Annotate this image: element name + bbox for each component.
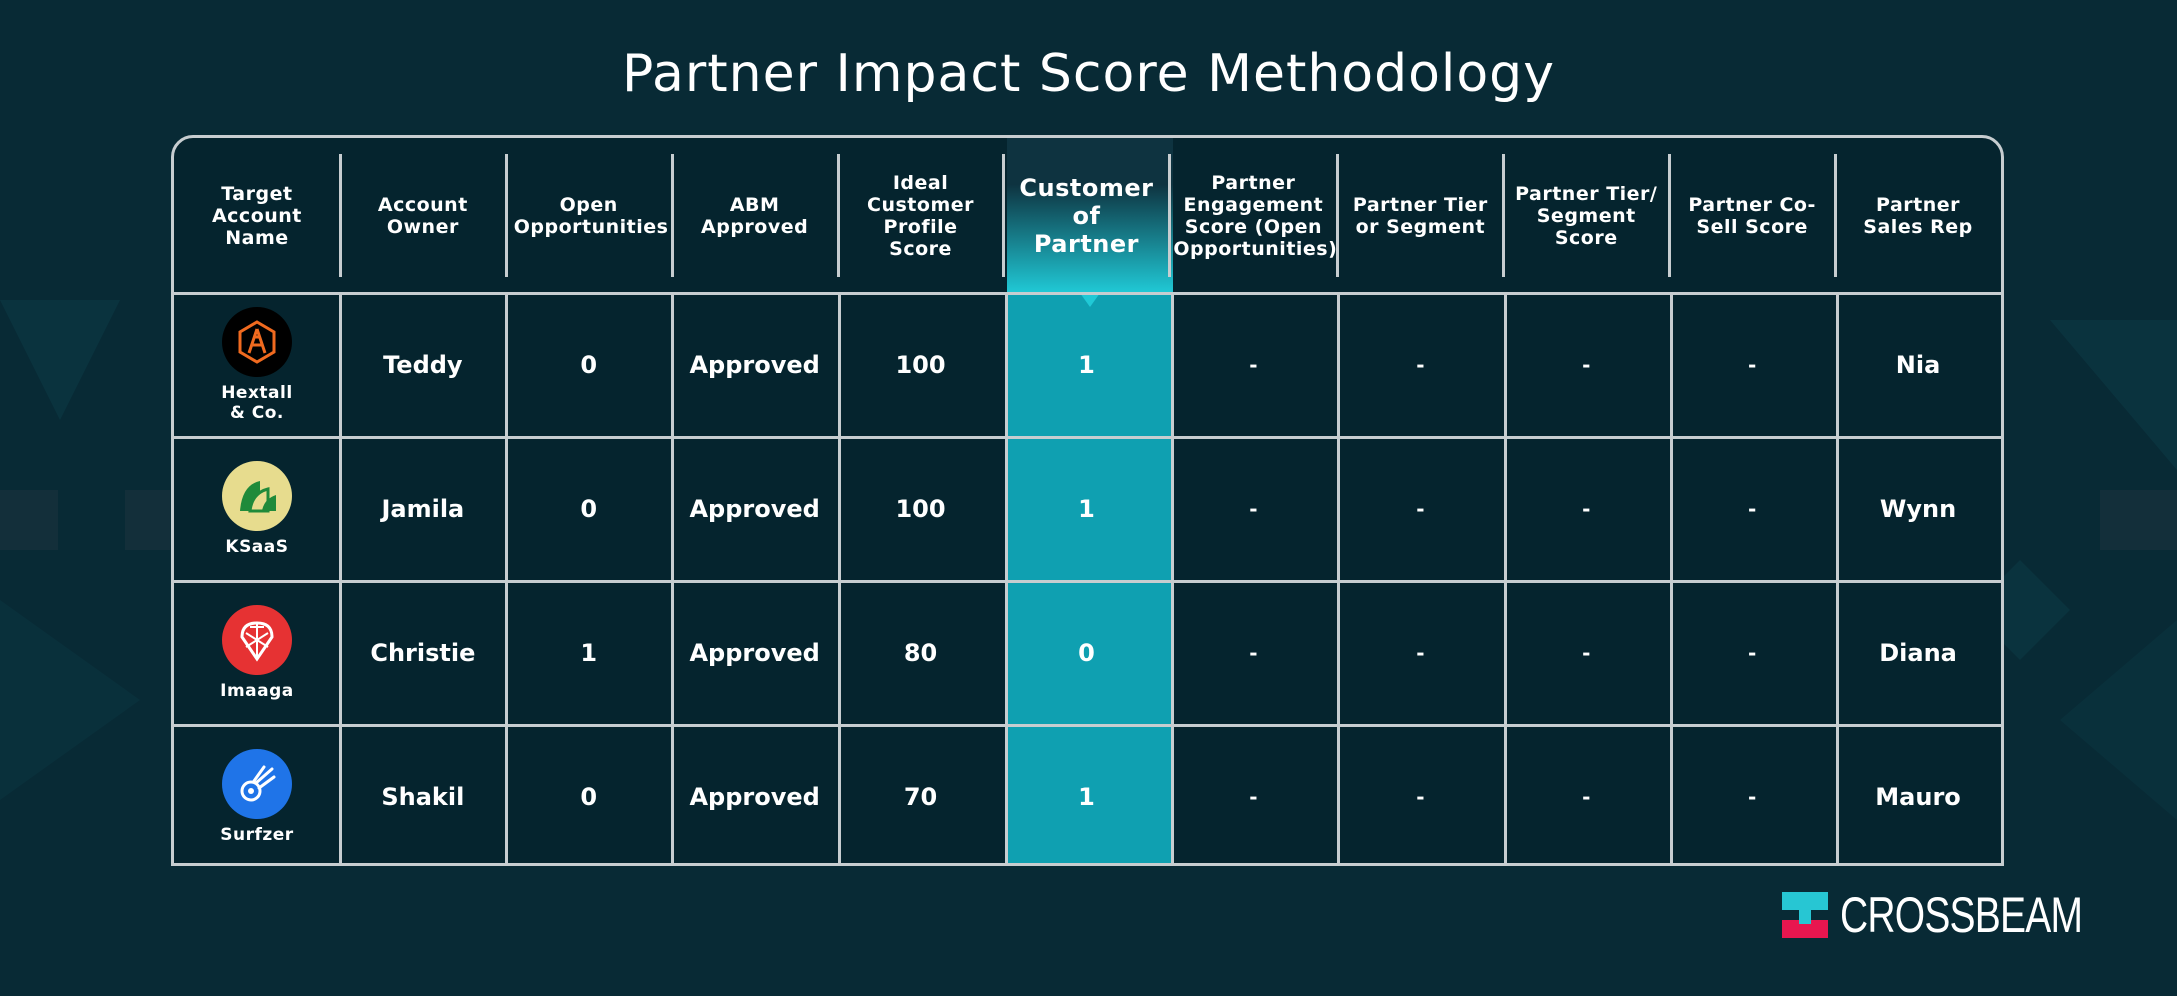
- tier-cell: -: [1416, 785, 1425, 809]
- col-divider: [505, 293, 508, 863]
- rep-cell: Nia: [1895, 351, 1941, 379]
- header-cosell-score: Partner Co-Sell Score: [1669, 138, 1838, 293]
- tier-score-cell: -: [1582, 353, 1591, 377]
- engagement-cell: -: [1249, 353, 1258, 377]
- highlight-column-header: [1007, 138, 1173, 293]
- header-open-opportunities: Open Opportunities: [506, 138, 674, 293]
- company-cell: KSaaS: [174, 437, 340, 581]
- surfzer-logo-icon: [221, 749, 292, 819]
- table-grid: Target Account Name Account Owner Open O…: [174, 138, 2001, 863]
- crossbeam-brand: CROSSBEAM: [1782, 887, 2151, 943]
- company-name: Surfzer: [220, 825, 294, 845]
- header-partner-tier: Partner Tier or Segment: [1337, 138, 1506, 293]
- crossbeam-logo-icon: [1782, 892, 1828, 938]
- header-icp-score: Ideal Customer Profile Score: [838, 138, 1006, 293]
- cosell-cell: -: [1747, 641, 1757, 665]
- icp-cell: 80: [903, 639, 938, 667]
- hextall-logo-icon: [221, 307, 292, 377]
- header-tier-score: Partner Tier/ Segment Score: [1503, 138, 1672, 293]
- customer-of-partner-cell: 1: [1078, 783, 1095, 811]
- company-name: KSaaS: [225, 537, 289, 557]
- row-divider: [174, 724, 2001, 727]
- row-divider: [174, 580, 2001, 583]
- company-cell: Imaaga: [174, 581, 340, 725]
- tier-cell: -: [1416, 353, 1425, 377]
- header-sales-rep: Partner Sales Rep: [1863, 193, 1973, 238]
- page-title: Partner Impact Score Methodology: [622, 44, 1555, 104]
- icp-cell: 100: [895, 495, 946, 523]
- cosell-cell: -: [1747, 353, 1757, 377]
- abm-cell: Approved: [689, 495, 820, 523]
- company-cell: Hextall & Co.: [174, 293, 340, 437]
- customer-of-partner-cell: 1: [1078, 495, 1095, 523]
- open-opps-cell: 0: [580, 783, 598, 811]
- tier-score-cell: -: [1582, 641, 1591, 665]
- pointer-arrow-icon: [1080, 293, 1100, 307]
- header-target-account: Target Account Name: [174, 138, 342, 293]
- company-name: Imaaga: [220, 681, 294, 701]
- owner-cell: Shakil: [381, 783, 465, 811]
- col-divider: [1171, 293, 1174, 863]
- icp-cell: 70: [903, 783, 938, 811]
- tier-score-cell: -: [1582, 785, 1591, 809]
- company-cell: Surfzer: [174, 725, 340, 869]
- col-divider: [838, 293, 841, 863]
- col-divider: [339, 293, 342, 863]
- imaaga-logo-icon: [221, 605, 292, 675]
- score-table: Target Account Name Account Owner Open O…: [171, 135, 2004, 866]
- cosell-cell: -: [1747, 497, 1757, 521]
- owner-cell: Teddy: [383, 351, 463, 379]
- open-opps-cell: 0: [580, 351, 598, 379]
- owner-cell: Jamila: [381, 495, 465, 523]
- open-opps-cell: 1: [580, 639, 598, 667]
- brand-name: CROSSBEAM: [1840, 887, 2083, 943]
- rep-cell: Mauro: [1875, 783, 1961, 811]
- col-divider: [1005, 293, 1008, 863]
- customer-of-partner-cell: 0: [1078, 639, 1095, 667]
- rep-cell: Wynn: [1879, 495, 1957, 523]
- icp-cell: 100: [895, 351, 946, 379]
- col-divider: [1836, 293, 1839, 863]
- abm-cell: Approved: [689, 783, 820, 811]
- ksaas-logo-icon: [221, 461, 292, 531]
- col-divider: [671, 293, 674, 863]
- col-divider: [1504, 293, 1507, 863]
- customer-of-partner-cell: 1: [1078, 351, 1095, 379]
- row-divider: [174, 292, 2001, 295]
- owner-cell: Christie: [370, 639, 476, 667]
- engagement-cell: -: [1249, 641, 1258, 665]
- company-name: Hextall & Co.: [221, 383, 293, 423]
- col-divider: [1670, 293, 1673, 863]
- cosell-cell: -: [1747, 785, 1757, 809]
- engagement-cell: -: [1249, 497, 1258, 521]
- header-partner-engagement: Partner Engagement Score (Open Opportuni…: [1169, 138, 1340, 293]
- tier-cell: -: [1416, 641, 1425, 665]
- abm-cell: Approved: [689, 351, 820, 379]
- abm-cell: Approved: [689, 639, 820, 667]
- header-customer-of-partner: Customer of Partner: [1003, 138, 1172, 293]
- tier-cell: -: [1416, 497, 1425, 521]
- open-opps-cell: 0: [580, 495, 598, 523]
- header-account-owner: Account Owner: [340, 138, 508, 293]
- engagement-cell: -: [1249, 785, 1258, 809]
- col-divider: [1337, 293, 1340, 863]
- rep-cell: Diana: [1879, 639, 1957, 667]
- header-abm-approved: ABM Approved: [672, 138, 840, 293]
- tier-score-cell: -: [1582, 497, 1591, 521]
- row-divider: [174, 436, 2001, 439]
